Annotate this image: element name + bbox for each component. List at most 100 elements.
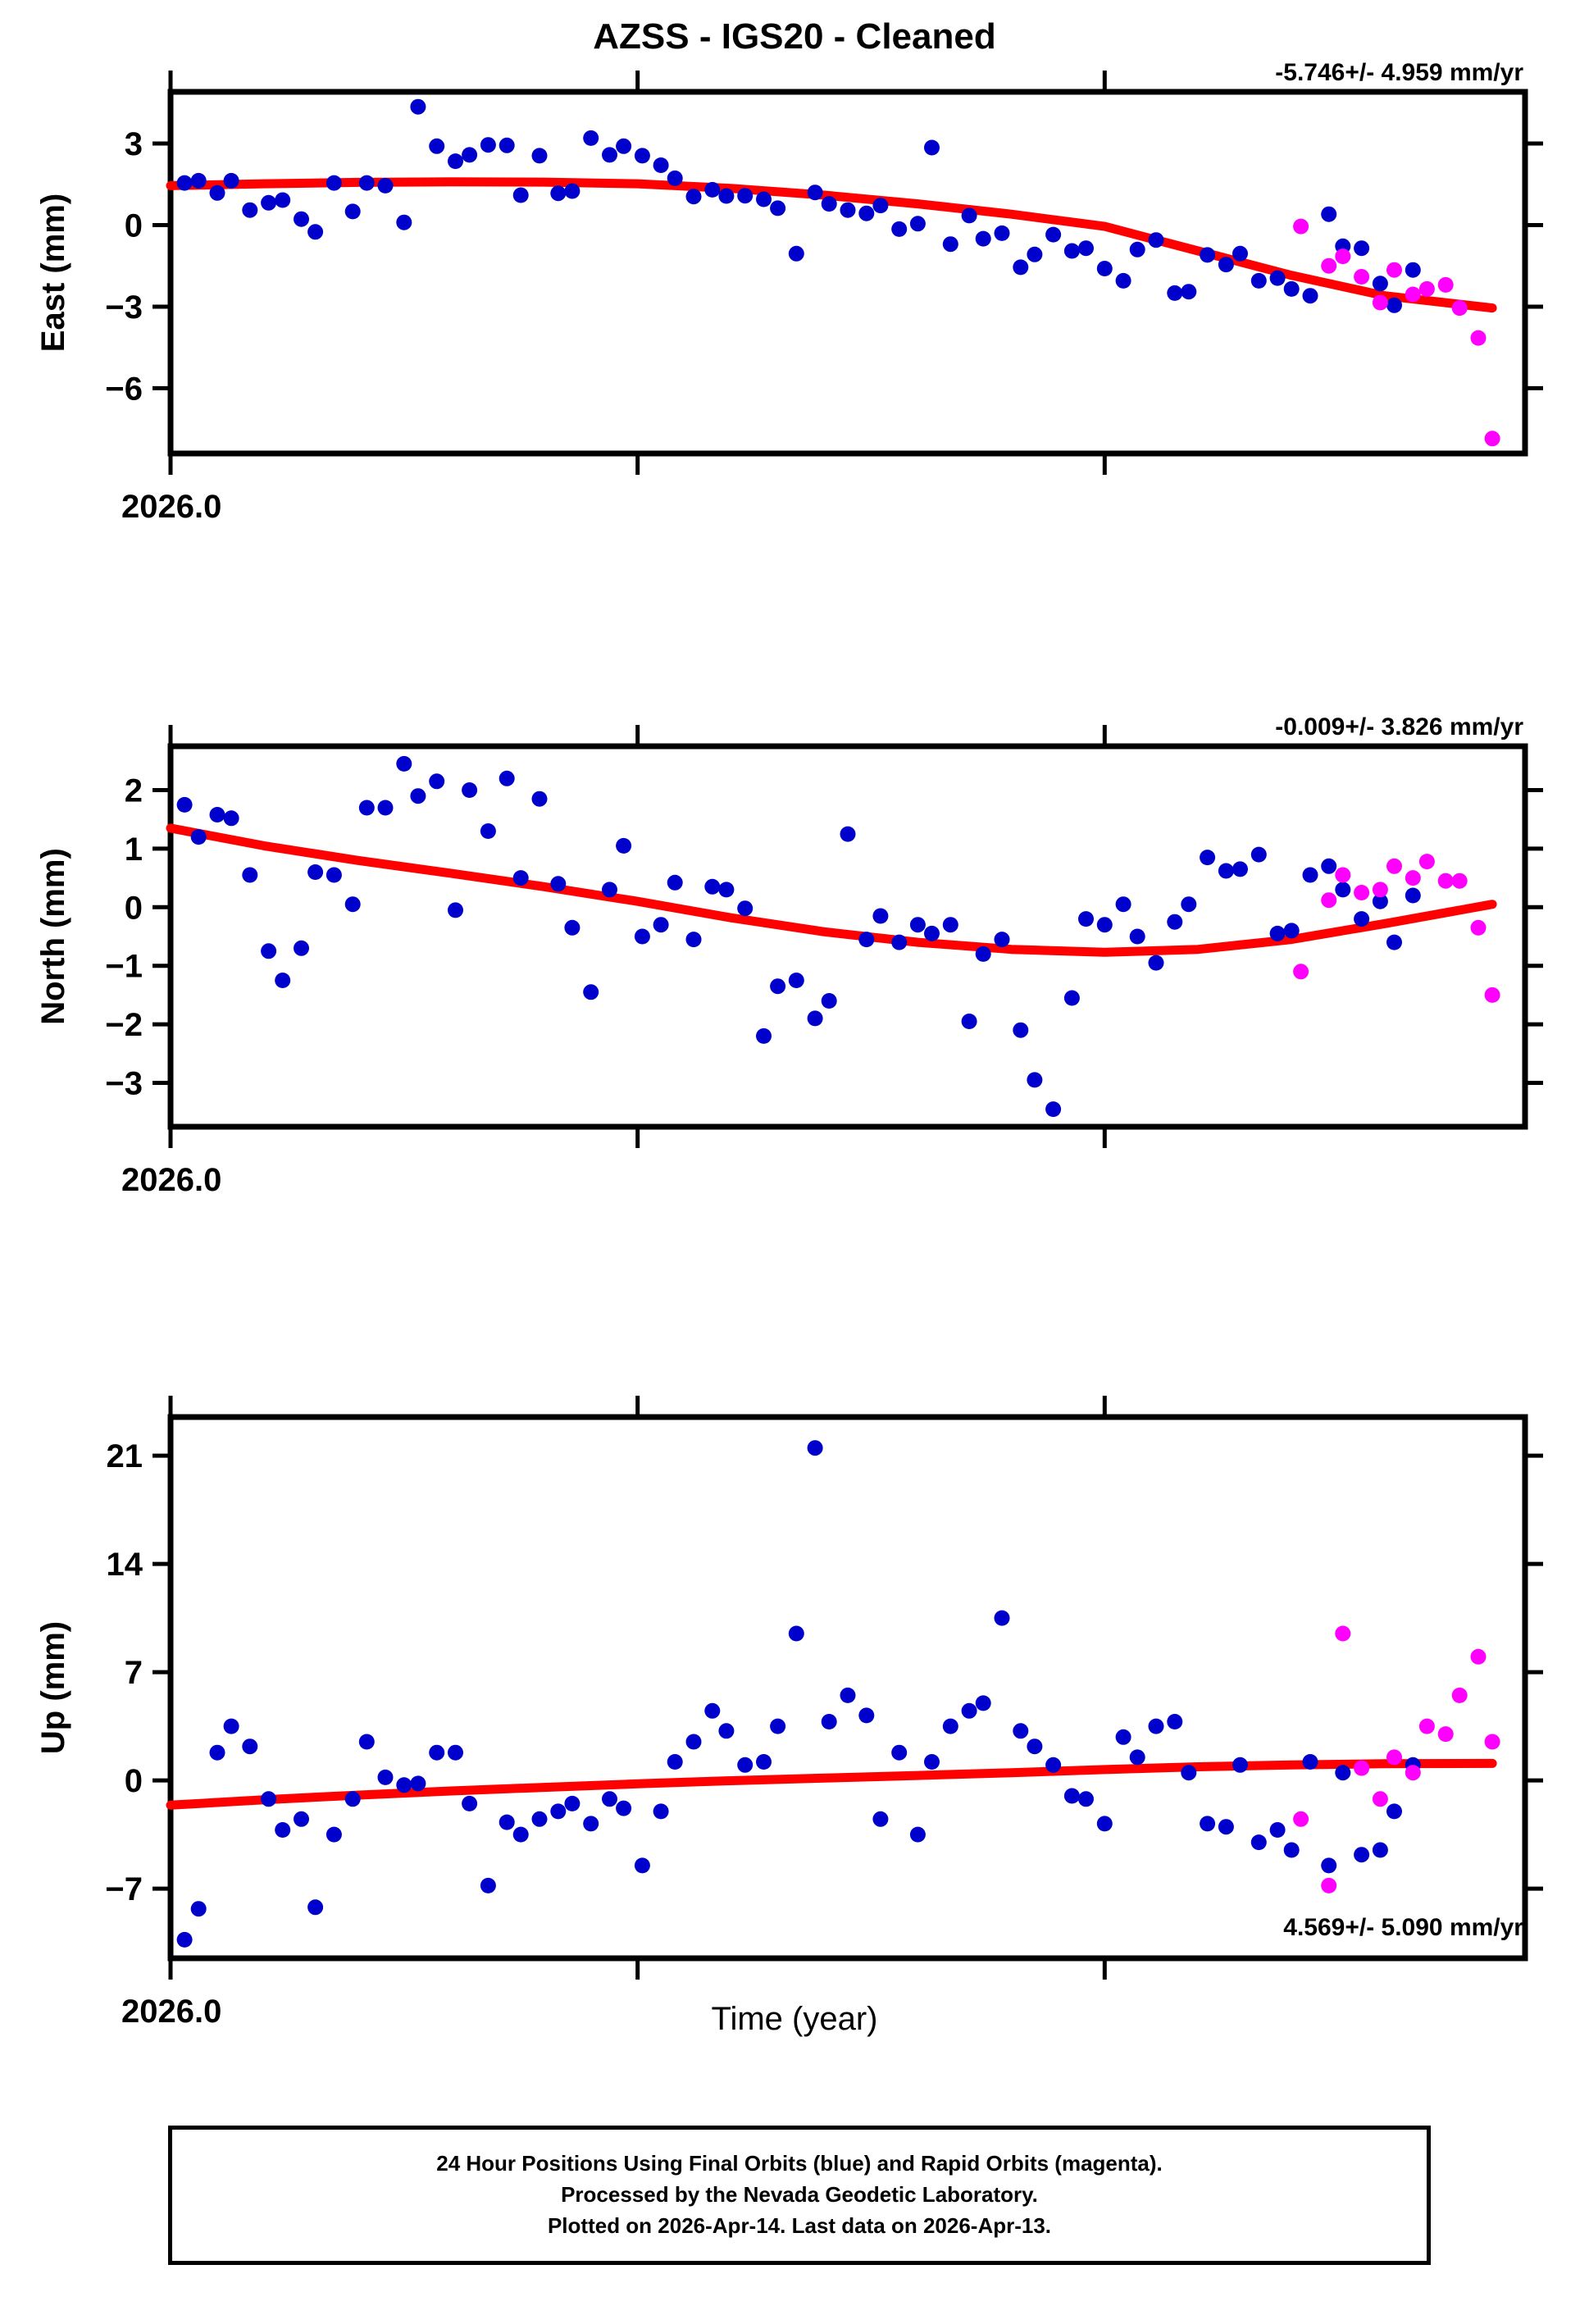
data-point: [1250, 846, 1267, 863]
data-point: [512, 870, 529, 886]
data-point: [840, 1687, 856, 1703]
data-point: [1470, 919, 1487, 936]
data-point: [1250, 272, 1267, 289]
plot-frame-east: [167, 89, 1528, 457]
data-point: [770, 200, 786, 216]
data-point: [756, 191, 772, 207]
data-point: [1470, 330, 1487, 346]
ytick-label: −3: [105, 289, 143, 326]
data-point: [924, 1754, 940, 1770]
data-point: [1200, 1816, 1216, 1832]
data-point: [550, 876, 567, 892]
caption-line-2: Processed by the Nevada Geodetic Laborat…: [561, 2182, 1038, 2208]
data-point: [294, 211, 309, 227]
data-point: [499, 137, 515, 153]
data-point: [307, 864, 324, 880]
data-point: [1218, 863, 1234, 879]
data-point: [756, 1754, 772, 1770]
data-point: [1218, 257, 1234, 273]
data-point: [396, 214, 412, 230]
data-point: [499, 1814, 515, 1830]
data-point: [1302, 288, 1318, 304]
series-rapid-orbits: [1293, 1625, 1500, 1893]
data-point: [564, 919, 581, 936]
data-point: [448, 902, 463, 918]
data-point: [770, 978, 786, 995]
data-point: [1283, 923, 1300, 939]
data-point: [307, 1899, 324, 1916]
yaxis-label-north: North (mm): [35, 848, 71, 1025]
data-point: [1013, 259, 1029, 276]
data-point: [1269, 270, 1286, 286]
data-point: [807, 1010, 823, 1027]
caption-box: 24 Hour Positions Using Final Orbits (bl…: [168, 2126, 1431, 2265]
data-point: [1354, 1760, 1370, 1776]
data-point: [1063, 990, 1080, 1006]
data-point: [190, 829, 207, 845]
data-point: [209, 1744, 225, 1761]
data-point: [1386, 858, 1402, 874]
data-point: [1405, 286, 1421, 303]
data-point: [358, 175, 375, 191]
data-point: [718, 882, 735, 898]
data-point: [909, 216, 926, 232]
data-point: [429, 138, 445, 154]
data-point: [756, 1028, 772, 1044]
data-point: [1218, 1819, 1234, 1835]
data-point: [1200, 850, 1216, 866]
ytick-label: 0: [125, 207, 143, 244]
data-point: [176, 175, 193, 191]
data-point: [1167, 285, 1183, 301]
data-point: [840, 202, 856, 218]
data-point: [1232, 245, 1248, 262]
chart-north: 2 1 0 −1 −2 −3 2026.0 North (mm) -0.009+/- 3.826…: [35, 713, 1543, 1198]
data-point: [480, 823, 496, 839]
data-point: [602, 882, 617, 898]
data-point: [275, 192, 291, 208]
data-point: [634, 1857, 650, 1874]
data-point: [1096, 1816, 1113, 1832]
data-point: [564, 183, 581, 199]
data-point: [1405, 870, 1421, 886]
data-point: [377, 800, 394, 816]
data-point: [858, 932, 875, 948]
data-point: [1027, 1072, 1043, 1088]
data-point: [275, 1822, 291, 1838]
data-point: [1232, 861, 1248, 877]
data-point: [1013, 1723, 1029, 1739]
data-point: [1321, 257, 1337, 274]
rate-label-north: -0.009+/- 3.826 mm/yr: [1275, 713, 1523, 740]
data-point: [961, 1702, 977, 1719]
data-point: [1372, 1842, 1388, 1858]
series-rapid-orbits: [1293, 218, 1500, 447]
data-point: [667, 170, 683, 186]
data-point: [396, 1777, 412, 1793]
data-point: [344, 203, 361, 220]
data-point: [704, 878, 721, 895]
data-point: [1293, 1811, 1309, 1827]
data-point: [961, 207, 977, 224]
figure-title-container: AZSS - IGS20 - Cleaned: [0, 16, 1589, 57]
data-point: [821, 1714, 837, 1729]
data-point: [261, 194, 277, 211]
data-point: [377, 177, 394, 194]
data-point: [1129, 1749, 1145, 1766]
data-point: [1484, 431, 1500, 447]
data-point: [209, 185, 225, 201]
data-point: [1451, 1687, 1468, 1703]
data-point: [975, 946, 991, 962]
data-point: [358, 1734, 375, 1750]
data-point: [410, 1775, 426, 1792]
data-point: [242, 202, 258, 218]
data-point: [1027, 246, 1043, 262]
data-point: [1335, 248, 1351, 265]
data-point: [616, 837, 632, 854]
data-point: [1167, 914, 1183, 930]
data-point: [1302, 1754, 1318, 1770]
data-point: [891, 934, 908, 950]
data-point: [1321, 206, 1337, 222]
data-point: [1181, 1765, 1197, 1781]
data-point: [564, 1795, 581, 1811]
data-point: [1386, 262, 1402, 278]
data-point: [1096, 261, 1113, 276]
